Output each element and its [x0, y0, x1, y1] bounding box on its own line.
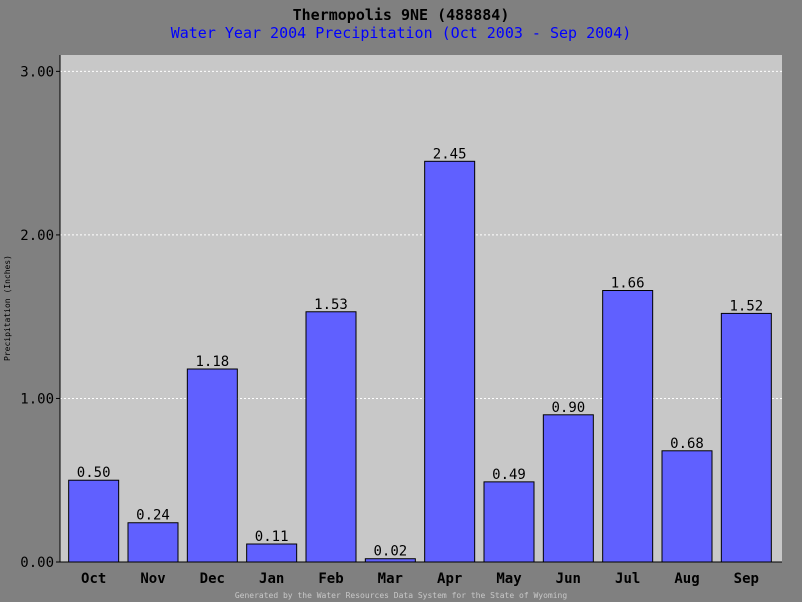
- value-label-aug: 0.68: [670, 436, 704, 452]
- bar-feb: [305, 311, 357, 563]
- x-tick-label-oct: Oct: [81, 571, 106, 587]
- bar-jun: [542, 414, 594, 563]
- value-label-jul: 1.66: [611, 276, 645, 292]
- value-label-jan: 0.11: [255, 529, 289, 545]
- x-tick-label-jul: Jul: [615, 571, 640, 587]
- y-tick-label: 0.00: [20, 555, 54, 571]
- value-label-sep: 1.52: [729, 298, 763, 314]
- x-tick-label-dec: Dec: [200, 571, 225, 587]
- value-label-oct: 0.50: [77, 465, 111, 481]
- bar-may: [483, 481, 535, 563]
- x-tick-label-aug: Aug: [674, 571, 699, 587]
- y-tick-label: 3.00: [20, 64, 54, 80]
- value-label-dec: 1.18: [195, 354, 229, 370]
- y-tick-label: 2.00: [20, 228, 54, 244]
- x-tick-label-apr: Apr: [437, 571, 462, 587]
- value-label-may: 0.49: [492, 467, 526, 483]
- x-tick-label-may: May: [496, 571, 522, 587]
- bar-apr: [424, 160, 476, 563]
- x-tick-label-jun: Jun: [556, 571, 581, 587]
- x-tick-label-mar: Mar: [378, 571, 403, 587]
- y-tick-labels: 0.00 1.00 2.00 3.00: [20, 64, 60, 571]
- bars: [68, 160, 772, 563]
- bar-nov: [127, 522, 179, 563]
- grid-lines: [60, 70, 782, 399]
- value-label-jun: 0.90: [551, 400, 585, 416]
- y-tick-label: 1.00: [20, 391, 54, 407]
- bar-aug: [661, 450, 713, 563]
- value-label-mar: 0.02: [373, 544, 407, 560]
- bar-sep: [720, 312, 772, 563]
- bar-jan: [246, 543, 298, 563]
- bar-oct: [68, 479, 120, 563]
- x-tick-label-sep: Sep: [734, 571, 759, 587]
- chart-subtitle: Water Year 2004 Precipitation (Oct 2003 …: [171, 24, 632, 42]
- bar-jul: [602, 290, 654, 563]
- y-axis-label: Precipitation (Inches): [3, 255, 12, 361]
- value-label-nov: 0.24: [136, 508, 170, 524]
- value-label-feb: 1.53: [314, 297, 348, 313]
- chart-title: Thermopolis 9NE (488884): [293, 6, 510, 24]
- x-tick-label-jan: Jan: [259, 571, 284, 587]
- x-tick-label-nov: Nov: [140, 571, 165, 587]
- bar-dec: [186, 368, 238, 563]
- axes: [59, 55, 782, 563]
- x-tick-labels: Oct Nov Dec Jan Feb Mar Apr May Jun Jul Aug Sep: [81, 571, 759, 587]
- value-labels: 0.50 0.24 1.18 0.11 1.53 0.02 2.45 0.49 0.90 1.66…: [77, 146, 763, 559]
- chart-footer: Generated by the Water Resources Data Sy…: [235, 591, 568, 600]
- x-tick-label-feb: Feb: [318, 571, 343, 587]
- value-label-apr: 2.45: [433, 146, 467, 162]
